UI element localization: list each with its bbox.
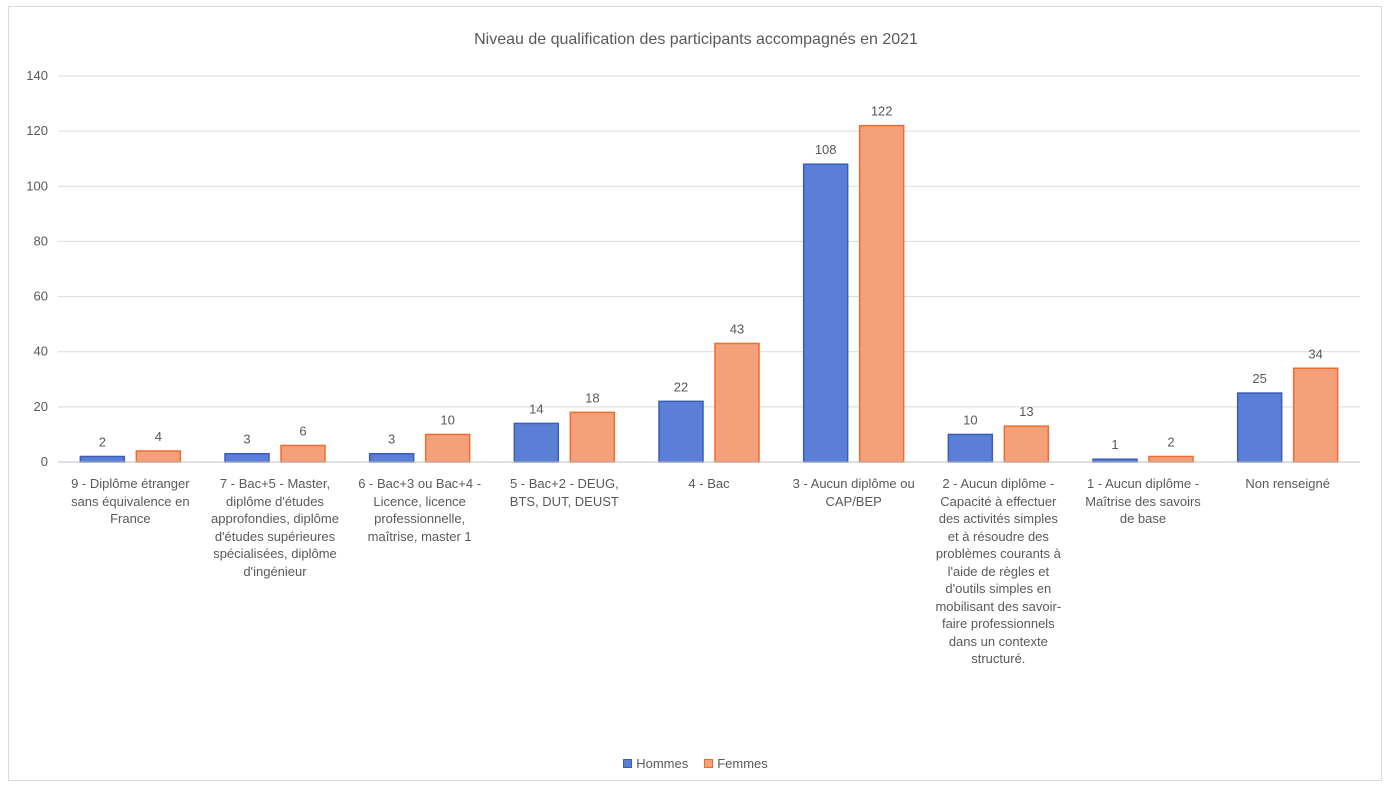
data-label-hommes-5: 108: [815, 142, 837, 157]
x-category-label: 5 - Bac+2 - DEUG, BTS, DUT, DEUST: [509, 476, 619, 509]
y-tick-label: 100: [26, 178, 48, 193]
x-category-label: 4 - Bac: [688, 476, 730, 491]
legend-label: Femmes: [717, 756, 768, 771]
bar-femmes-7: [1148, 455, 1194, 463]
bar-hommes-5: [802, 163, 849, 463]
y-tick-label: 140: [26, 68, 48, 83]
legend-item-femmes: Femmes: [704, 756, 768, 771]
bar-femmes-6: [1003, 425, 1050, 463]
bar-femmes-2: [424, 433, 471, 463]
bar-hommes-4: [658, 400, 704, 463]
data-label-hommes-2: 3: [388, 432, 395, 447]
chart-title: Niveau de qualification des participants…: [474, 31, 918, 48]
data-label-hommes-7: 1: [1111, 437, 1118, 452]
bar-hommes-6: [947, 433, 994, 463]
bar-femmes-5: [858, 124, 905, 463]
x-category-label: 7 - Bac+5 - Master, diplôme d'études app…: [211, 476, 339, 579]
data-label-hommes-0: 2: [99, 434, 106, 449]
bars: [79, 124, 1339, 463]
bar-hommes-0: [79, 455, 126, 463]
chart-frame: [8, 6, 1382, 781]
x-category-label: 9 - Diplôme étranger sans équivalence en…: [71, 476, 190, 526]
y-tick-label: 80: [34, 233, 48, 248]
legend-swatch-hommes: [623, 759, 633, 768]
bar-hommes-3: [513, 422, 560, 463]
gridlines: [58, 75, 1360, 408]
y-tick-label: 0: [41, 454, 48, 469]
bar-femmes-3: [569, 411, 616, 463]
legend-swatch-femmes: [704, 759, 714, 768]
data-label-femmes-1: 6: [299, 423, 306, 438]
bar-femmes-4: [714, 342, 760, 463]
bar-hommes-1: [224, 452, 270, 463]
data-label-hommes-6: 10: [963, 412, 977, 427]
data-label-femmes-3: 18: [585, 390, 599, 405]
data-label-femmes-2: 10: [440, 412, 454, 427]
x-category-label: Non renseigné: [1245, 476, 1330, 491]
data-label-hommes-3: 14: [529, 401, 543, 416]
data-label-femmes-0: 4: [155, 429, 162, 444]
bar-femmes-0: [135, 450, 182, 463]
data-label-hommes-1: 3: [243, 432, 250, 447]
y-tick-label: 60: [34, 289, 48, 304]
legend: Hommes Femmes: [0, 756, 1391, 771]
y-tick-label: 120: [26, 123, 48, 138]
legend-label: Hommes: [636, 756, 689, 771]
x-category-label: 6 - Bac+3 ou Bac+4 - Licence, licence pr…: [358, 476, 482, 544]
data-label-femmes-4: 43: [730, 321, 744, 336]
y-tick-label: 20: [34, 399, 48, 414]
data-label-hommes-4: 22: [674, 379, 688, 394]
x-category-label: 1 - Aucun diplôme - Maîtrise des savoirs…: [1085, 476, 1201, 526]
legend-item-hommes: Hommes: [623, 756, 688, 771]
x-category-label: 2 - Aucun diplôme - Capacité à effectuer…: [935, 476, 1062, 666]
data-label-femmes-5: 122: [871, 104, 893, 119]
bar-hommes-8: [1236, 392, 1283, 463]
data-label-femmes-6: 13: [1019, 404, 1033, 419]
data-label-femmes-7: 2: [1167, 434, 1174, 449]
y-axis: 0 20 40 60 80 100 120 140: [26, 68, 48, 469]
data-label-hommes-8: 25: [1252, 371, 1266, 386]
x-category-label: 3 - Aucun diplôme ou CAP/BEP: [792, 476, 915, 509]
bar-femmes-8: [1292, 367, 1339, 463]
bar-femmes-1: [280, 444, 326, 463]
y-tick-label: 40: [34, 344, 48, 359]
data-label-femmes-8: 34: [1308, 346, 1322, 361]
bar-hommes-2: [368, 452, 415, 463]
